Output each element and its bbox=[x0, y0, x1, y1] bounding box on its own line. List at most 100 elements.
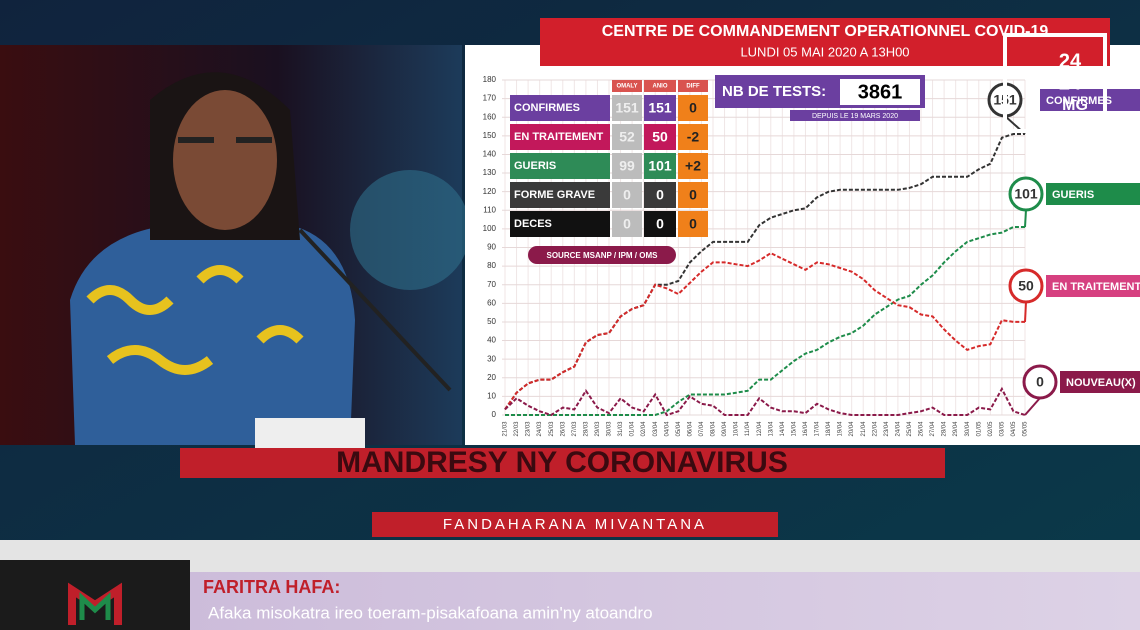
x-tick-label: 19/04 bbox=[838, 421, 844, 437]
x-tick-label: 05/04 bbox=[676, 421, 682, 437]
series-line bbox=[505, 226, 1025, 416]
cell-box bbox=[678, 153, 708, 179]
x-tick-label: 27/04 bbox=[930, 421, 936, 437]
end-value: 50 bbox=[1018, 278, 1034, 294]
cell-box bbox=[678, 211, 708, 237]
col-header: OMALY bbox=[616, 84, 637, 90]
x-tick-label: 23/04 bbox=[884, 421, 890, 437]
x-tick-label: 28/03 bbox=[583, 421, 589, 437]
x-tick-label: 29/03 bbox=[595, 421, 601, 437]
x-tick-label: 10/04 bbox=[734, 421, 740, 437]
y-tick-label: 120 bbox=[483, 187, 497, 196]
header-banner bbox=[540, 18, 1110, 66]
x-tick-label: 12/04 bbox=[757, 421, 763, 437]
col-header-box bbox=[644, 80, 676, 92]
cell-box bbox=[678, 182, 708, 208]
y-tick-label: 160 bbox=[483, 112, 497, 121]
cell: 0 bbox=[689, 100, 697, 116]
chart: 21/03 22/03 23/03 24/03 25/03 26/03 27/03 28/03… bbox=[483, 75, 1140, 437]
logo-top: 24 bbox=[1059, 50, 1082, 72]
end-bubble bbox=[1022, 364, 1058, 400]
logo-frame bbox=[1003, 33, 1107, 133]
x-tick-label: 15/04 bbox=[791, 421, 797, 437]
y-tick-label: 20 bbox=[487, 373, 496, 382]
cell-box bbox=[644, 211, 676, 237]
virus-backdrop bbox=[350, 170, 470, 290]
end-label-box bbox=[1046, 183, 1140, 205]
cell-box bbox=[678, 95, 708, 121]
cell-box bbox=[612, 211, 642, 237]
cell: 101 bbox=[648, 158, 672, 174]
x-tick-label: 21/03 bbox=[503, 421, 509, 437]
x-tick-label: 25/03 bbox=[549, 421, 555, 437]
logo-middle: 24 bbox=[1059, 72, 1082, 94]
x-tick-label: 07/04 bbox=[699, 421, 705, 437]
x-tick-label: 26/04 bbox=[919, 421, 925, 437]
end-label: GUERIS bbox=[1052, 189, 1094, 201]
cell: 0 bbox=[689, 216, 697, 232]
row-label: DECES bbox=[514, 218, 552, 230]
live-label: FANDAHARANA MIVANTANA bbox=[443, 516, 707, 533]
x-tick-label: 28/04 bbox=[942, 421, 948, 437]
x-tick-label: 25/04 bbox=[907, 421, 913, 437]
x-tick-label: 16/04 bbox=[803, 421, 809, 437]
cell-box bbox=[612, 124, 642, 150]
end-label-box bbox=[1040, 89, 1140, 111]
x-tick-label: 24/03 bbox=[537, 421, 543, 437]
x-tick-label: 30/04 bbox=[965, 421, 971, 437]
x-tick-label: 01/04 bbox=[630, 421, 636, 437]
x-tick-label: 20/04 bbox=[849, 421, 855, 437]
y-tick-label: 50 bbox=[487, 317, 496, 326]
col-header-box bbox=[612, 80, 642, 92]
row-label: GUERIS bbox=[514, 160, 556, 172]
x-tick-label: 13/04 bbox=[768, 421, 774, 437]
row-label-box bbox=[510, 95, 610, 121]
y-tick-label: 170 bbox=[483, 94, 497, 103]
y-tick-label: 0 bbox=[492, 410, 497, 419]
x-tick-label: 24/04 bbox=[895, 421, 901, 437]
y-tick-label: 10 bbox=[487, 391, 496, 400]
x-tick-label: 02/05 bbox=[988, 421, 994, 437]
tests-value: 3861 bbox=[858, 81, 903, 103]
end-label: CONFIRMES bbox=[1046, 95, 1112, 107]
series-line bbox=[504, 251, 1025, 410]
x-tick-label: 09/04 bbox=[722, 421, 728, 437]
cell: 0 bbox=[689, 187, 697, 203]
x-tick-label: 05/05 bbox=[1023, 421, 1029, 437]
col-header: ANIO bbox=[653, 84, 668, 90]
source-pill bbox=[528, 246, 676, 264]
cell-box bbox=[612, 153, 642, 179]
x-tick-label: 04/04 bbox=[664, 421, 670, 437]
logo-bottom: MG bbox=[1062, 97, 1088, 114]
y-tick-label: 80 bbox=[487, 261, 496, 270]
y-tick-label: 180 bbox=[483, 75, 497, 84]
cell: +2 bbox=[685, 158, 701, 174]
ticker-heading: FARITRA HAFA: bbox=[203, 577, 340, 597]
stats-table: OMALY ANIO DIFF CONFIRMES 151 151 0 EN TRAITEME… bbox=[510, 80, 708, 237]
cell: 0 bbox=[623, 187, 631, 203]
tests-label: NB DE TESTS: bbox=[722, 83, 826, 100]
y-tick-label: 100 bbox=[483, 224, 497, 233]
presenter-dress bbox=[70, 225, 355, 445]
label-leader bbox=[1024, 397, 1041, 416]
end-label-box bbox=[1060, 371, 1140, 393]
source: SOURCE MSANP / IPM / OMS bbox=[547, 251, 659, 260]
end-label-box bbox=[1046, 275, 1140, 297]
x-tick-label: 22/04 bbox=[872, 421, 878, 437]
x-tick-label: 14/04 bbox=[780, 421, 786, 437]
cell: 151 bbox=[648, 100, 672, 116]
y-tick-label: 130 bbox=[483, 168, 497, 177]
x-tick-label: 11/04 bbox=[745, 421, 751, 436]
live-banner bbox=[372, 512, 778, 537]
x-tick-label: 31/03 bbox=[618, 421, 624, 437]
y-tick-label: 90 bbox=[487, 243, 496, 252]
cell-box bbox=[644, 182, 676, 208]
end-label: EN TRAITEMENT bbox=[1052, 281, 1140, 293]
col-header-box bbox=[678, 80, 708, 92]
cell: -2 bbox=[687, 129, 700, 145]
y-tick-label: 140 bbox=[483, 150, 497, 159]
cell-box bbox=[644, 95, 676, 121]
cell: 0 bbox=[656, 187, 664, 203]
x-tick-label: 22/03 bbox=[514, 421, 520, 437]
